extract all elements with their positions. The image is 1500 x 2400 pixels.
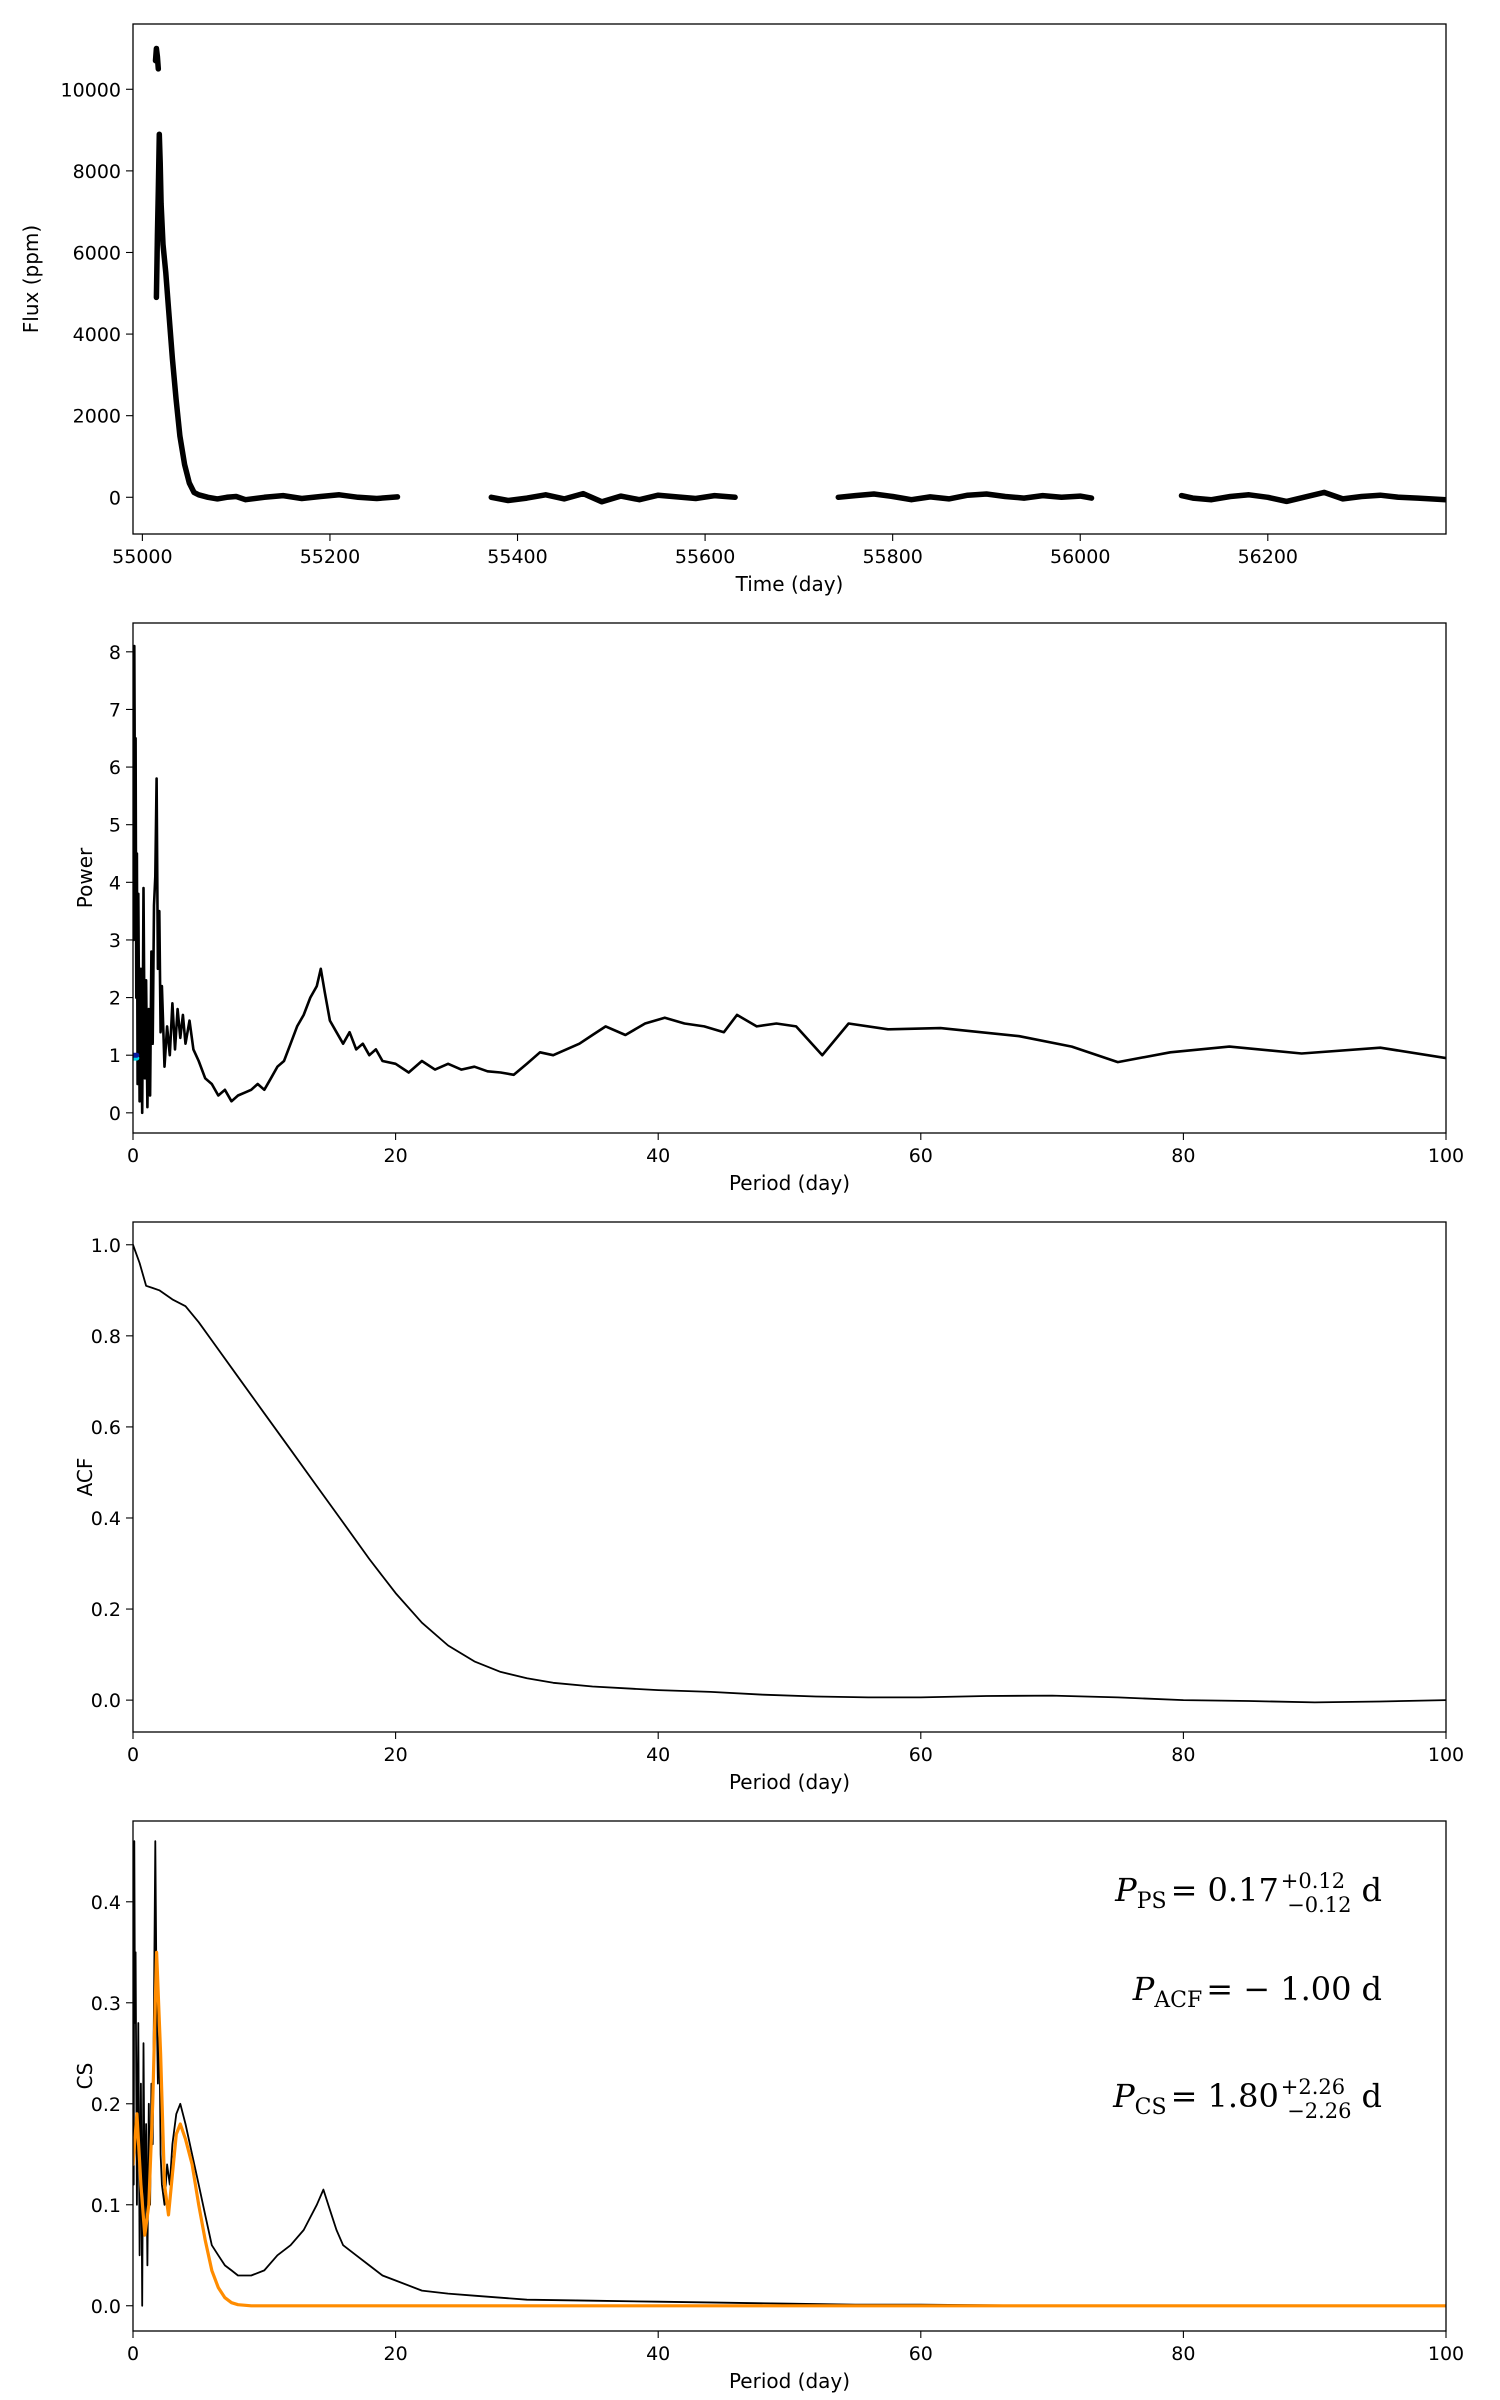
acf-xtick-label: 60 [909,1744,933,1766]
cs-ylabel: CS [73,2063,97,2090]
cs-xtick-label: 20 [384,2343,408,2365]
cs-series-0 [133,1840,1446,2307]
power-spectrum-plot: 0 20 40 60 80 100 0 1 2 3 4 5 6 7 8 Period (day) Power [73,642,1464,1195]
light-curve-plot: 55000 55200 55400 55600 55800 56000 56200 0 2000… [19,45,1446,596]
light-curve-series-1 [152,45,162,72]
cs-xtick-label: 100 [1428,2343,1464,2365]
acf-ytick-label: 0.6 [91,1417,121,1439]
power-xtick-label: 40 [646,1145,670,1167]
cs-ytick-label: 0.1 [91,2195,121,2217]
acf-xtick-label: 20 [384,1744,408,1766]
light-curve-xlabel: Time (day) [735,572,844,596]
cs-xlabel: Period (day) [729,2369,850,2393]
power-series-0 [133,644,1446,1115]
light-curve-xtick-label: 56200 [1238,546,1298,568]
power-ytick-label: 8 [109,642,121,664]
acf-frame [132,1221,1447,1733]
light-curve-xtick-label: 56000 [1050,546,1110,568]
light-curve-series-4 [1178,489,1446,505]
cs-xtick-label: 40 [646,2343,670,2365]
cs-series-group [133,1840,1446,2308]
panel-light-curve: 55000 55200 55400 55600 55800 56000 56200 0 2000… [19,23,1447,596]
power-ytick-label: 5 [109,815,121,837]
cs-ytick-label: 0.3 [91,1993,121,2015]
light-curve-ytick-label: 0 [109,487,121,509]
light-curve-series-3 [835,491,1095,503]
cs-frame [132,1820,1447,2332]
power-xtick-label: 20 [384,1145,408,1167]
power-ytick-label: 1 [109,1045,121,1067]
light-curve-ytick-label: 8000 [73,161,121,183]
power-xlabel: Period (day) [729,1171,850,1195]
annotation-p-ps: PPS = 0.17+0.12 −0.12 d [1114,1869,1382,1917]
power-ylabel: Power [73,847,97,908]
power-ytick-label: 7 [109,699,121,721]
panel-cs: 0 20 40 60 80 100 0.0 0.1 0.2 0.3 0.4 Period (day) C… [73,1820,1464,2393]
light-curve-ylabel: Flux (ppm) [19,225,43,333]
acf-xtick-label: 0 [127,1744,139,1766]
acf-ytick-label: 0.8 [91,1326,121,1348]
cs-ytick-label: 0.4 [91,1892,121,1914]
cs-xtick-label: 0 [127,2343,139,2365]
light-curve-xtick-label: 55600 [675,546,735,568]
power-ytick-label: 2 [109,988,121,1010]
light-curve-series-0 [153,131,401,503]
power-xtick-label: 0 [127,1145,139,1167]
power-ytick-label: 6 [109,757,121,779]
acf-series-0 [133,1243,1446,1704]
cs-ytick-label: 0.2 [91,2094,121,2116]
power-ytick-label: 4 [109,872,121,894]
light-curve-series-group [152,45,1446,505]
acf-xlabel: Period (day) [729,1770,850,1794]
cs-xtick-label: 80 [1171,2343,1195,2365]
light-curve-ytick-label: 2000 [73,406,121,428]
acf-xtick-label: 100 [1428,1744,1464,1766]
power-ytick-label: 3 [109,930,121,952]
power-spectrum-frame [132,622,1447,1134]
power-xtick-label: 60 [909,1145,933,1167]
light-curve-ytick-label: 10000 [61,79,121,101]
light-curve-frame [132,23,1447,535]
light-curve-xtick-label: 55800 [862,546,922,568]
acf-ytick-label: 0.2 [91,1599,121,1621]
annotation-p-cs: PCS = 1.80+2.26 −2.26 d [1112,2075,1382,2123]
power-xtick-label: 100 [1428,1145,1464,1167]
light-curve-ytick-label: 4000 [73,324,121,346]
acf-xtick-label: 80 [1171,1744,1195,1766]
power-series-group [133,644,1446,1115]
light-curve-xtick-label: 55000 [112,546,172,568]
light-curve-xtick-label: 55400 [487,546,547,568]
power-xtick-label: 80 [1171,1145,1195,1167]
panel-power-spectrum: 0 20 40 60 80 100 0 1 2 3 4 5 6 7 8 Period (day) Power [73,622,1464,1195]
cs-plot: 0 20 40 60 80 100 0.0 0.1 0.2 0.3 0.4 Period (day) C… [73,1840,1464,2393]
light-curve-ytick-label: 6000 [73,242,121,264]
acf-series-group [133,1243,1446,1704]
cs-series-1 [133,1950,1446,2308]
annotation-p-acf: PACF = − 1.00 d [1132,1970,1382,2013]
acf-plot: 0 20 40 60 80 100 0.0 0.2 0.4 0.6 0.8 1.0 Period (da… [73,1235,1464,1794]
acf-ytick-label: 1.0 [91,1235,121,1257]
panel-acf: 0 20 40 60 80 100 0.0 0.2 0.4 0.6 0.8 1.0 Period (da… [73,1221,1464,1794]
cs-ytick-label: 0.0 [91,2296,121,2318]
acf-ylabel: ACF [73,1458,97,1497]
power-ytick-label: 0 [109,1103,121,1125]
acf-ytick-label: 0.4 [91,1508,121,1530]
cs-xtick-label: 60 [909,2343,933,2365]
acf-xtick-label: 40 [646,1744,670,1766]
light-curve-xtick-label: 55200 [300,546,360,568]
light-curve-series-2 [488,490,738,505]
acf-ytick-label: 0.0 [91,1690,121,1712]
